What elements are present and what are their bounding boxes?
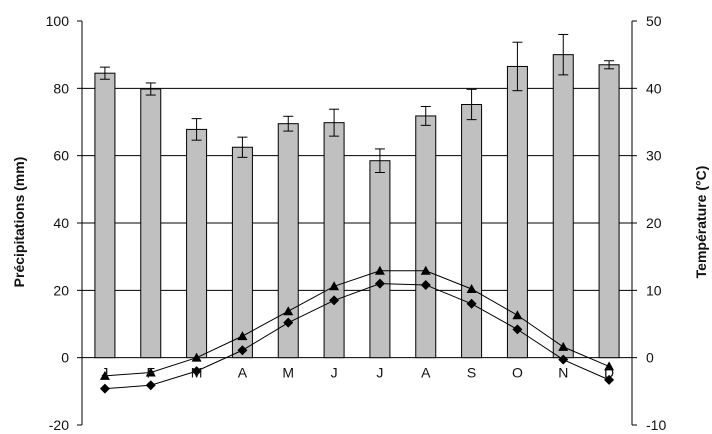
left-tick-label: -20 xyxy=(49,417,69,433)
x-category-label: A xyxy=(238,365,248,381)
left-tick-label: 100 xyxy=(46,13,70,29)
triangle-marker xyxy=(420,265,431,275)
precip-bar xyxy=(552,54,574,359)
diamond-marker xyxy=(191,366,202,377)
triangle-marker xyxy=(558,341,569,351)
triangle-marker xyxy=(466,283,477,293)
diamond-marker xyxy=(329,295,340,306)
x-category-label: M xyxy=(282,365,294,381)
left-tick-label: 0 xyxy=(61,350,69,366)
precip-bar xyxy=(461,103,483,359)
x-category-label: N xyxy=(558,365,568,381)
left-tick-label: 80 xyxy=(53,80,69,96)
y-left-axis-title: Précipitations (mm) xyxy=(11,157,27,288)
right-tick-label: 0 xyxy=(646,350,654,366)
x-category-label: O xyxy=(512,365,523,381)
left-tick-label: 60 xyxy=(53,148,69,164)
x-category-label: A xyxy=(421,365,431,381)
x-category-label: F xyxy=(146,365,155,381)
right-tick-label: 30 xyxy=(646,148,662,164)
diamond-marker xyxy=(145,380,156,391)
left-tick-label: 20 xyxy=(53,282,69,298)
precip-bar xyxy=(369,160,391,359)
triangle-marker xyxy=(329,281,340,291)
diamond-marker xyxy=(558,354,569,365)
right-tick-label: 40 xyxy=(646,80,662,96)
precip-bar xyxy=(323,122,345,359)
x-category-label: J xyxy=(376,365,383,381)
right-tick-label: 20 xyxy=(646,215,662,231)
x-category-label: J xyxy=(101,365,108,381)
triangle-marker xyxy=(374,265,385,275)
triangle-marker xyxy=(604,361,615,371)
x-category-label: M xyxy=(191,365,203,381)
diamond-marker xyxy=(374,278,385,289)
right-tick-label: 10 xyxy=(646,282,662,298)
precip-bar xyxy=(140,88,162,359)
triangle-marker xyxy=(99,370,110,380)
triangle-marker xyxy=(512,310,523,320)
triangle-marker xyxy=(145,367,156,377)
x-category-label: S xyxy=(467,365,476,381)
x-category-label: D xyxy=(604,365,614,381)
right-tick-label: 50 xyxy=(646,13,662,29)
precip-bar xyxy=(186,128,208,359)
precip-bar xyxy=(598,64,620,359)
diamond-marker xyxy=(466,298,477,309)
precip-bar xyxy=(415,115,437,359)
triangle-marker xyxy=(237,331,248,341)
triangle-marker xyxy=(191,352,202,362)
x-category-label: J xyxy=(331,365,338,381)
temperature-line-triangle xyxy=(104,270,610,377)
right-tick-label: -10 xyxy=(646,417,666,433)
diamond-marker xyxy=(99,383,110,394)
precip-bar xyxy=(94,72,116,359)
left-tick-label: 40 xyxy=(53,215,69,231)
diamond-marker xyxy=(237,345,248,356)
temperature-line-diamond xyxy=(104,283,610,390)
diamond-marker xyxy=(512,324,523,335)
diamond-marker xyxy=(604,374,615,385)
precip-bar xyxy=(231,146,253,359)
y-right-axis-title: Température (°C) xyxy=(693,166,709,279)
diamond-marker xyxy=(283,317,294,328)
plot-area: -20 0 20 40 60 80 100 -10 0 10 20 30 40 50 J F M A M J J A S O N… xyxy=(46,13,667,433)
diamond-marker xyxy=(420,279,431,290)
triangle-marker xyxy=(283,306,294,316)
